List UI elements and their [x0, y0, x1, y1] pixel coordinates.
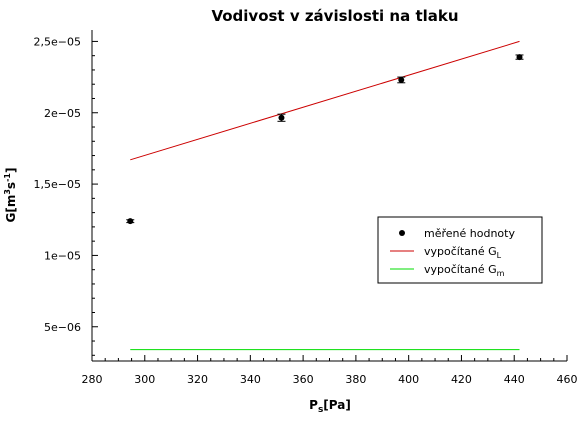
y-tick-label: 5e−06: [44, 321, 81, 334]
x-ticks: 280 300 320 340 360 380 400 420 440 460: [82, 355, 578, 386]
x-tick-label: 460: [557, 373, 578, 386]
legend-label-measured: měřené hodnoty: [424, 227, 515, 240]
x-tick-label: 400: [398, 373, 419, 386]
x-axis-label: Ps[Pa]: [309, 398, 351, 415]
y-tick-label: 2,5e−05: [34, 35, 81, 48]
x-tick-label: 320: [187, 373, 208, 386]
legend-label-gm: vypočítané Gm: [424, 263, 505, 278]
x-tick-label: 440: [504, 373, 525, 386]
axes: [91, 30, 567, 362]
plot-points: [126, 54, 524, 225]
plot-lines: [130, 40, 520, 351]
data-point: [127, 218, 134, 225]
legend-box: [377, 216, 543, 284]
series-line-L: [130, 40, 520, 161]
data-point: [516, 54, 523, 61]
x-tick-label: 280: [82, 373, 103, 386]
x-tick-label: 360: [293, 373, 314, 386]
y-ticks: 5e−06 1e−05 1,5e−05 2e−05 2,5e−05: [34, 35, 98, 356]
data-point: [278, 114, 285, 121]
y-tick-label: 1e−05: [44, 249, 81, 262]
y-axis-label: G[m3s-1]: [3, 168, 18, 223]
legend-label-gl: vypočítané GL: [424, 245, 502, 260]
y-tick-label: 1,5e−05: [34, 178, 81, 191]
x-tick-label: 340: [240, 373, 261, 386]
data-point: [398, 76, 405, 83]
legend: měřené hodnoty vypočítané GL vypočítané …: [377, 216, 543, 284]
legend-marker-measured: [399, 230, 405, 236]
x-tick-label: 380: [345, 373, 366, 386]
x-tick-label: 420: [451, 373, 472, 386]
y-tick-label: 2e−05: [44, 107, 81, 120]
chart-title: Vodivost v závislosti na tlaku: [211, 7, 458, 25]
x-tick-label: 300: [134, 373, 155, 386]
